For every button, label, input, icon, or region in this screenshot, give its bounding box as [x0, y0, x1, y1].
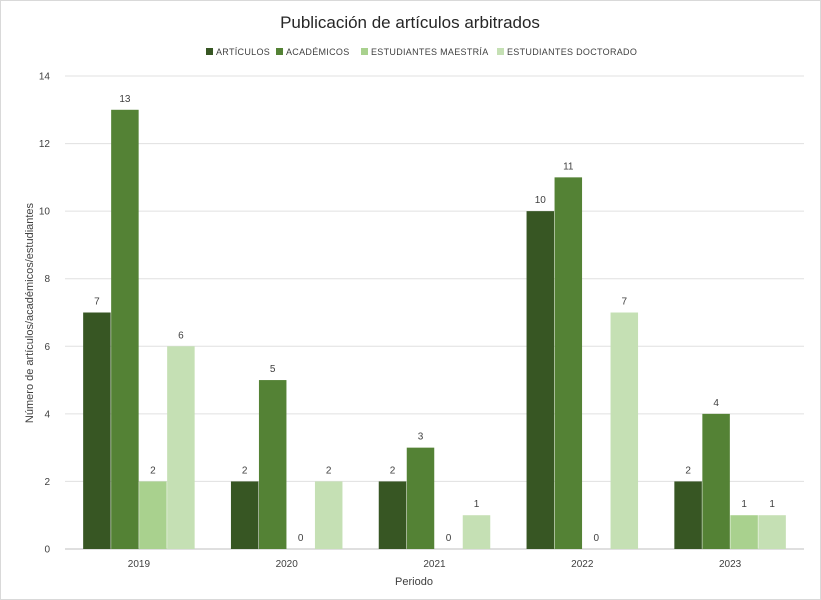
- legend: ARTÍCULOS ACADÉMICOS ESTUDIANTES MAESTRÍA E…: [206, 47, 637, 57]
- data-label: 1: [474, 499, 480, 510]
- y-tick-label: 2: [44, 477, 50, 488]
- x-tick-label: 2022: [571, 559, 594, 570]
- bar: [139, 481, 167, 549]
- legend-swatch: [276, 48, 283, 55]
- x-tick-label: 2023: [719, 559, 742, 570]
- data-label: 3: [418, 432, 424, 443]
- bar: [730, 515, 758, 549]
- bar: [167, 346, 195, 549]
- data-label: 0: [298, 533, 304, 544]
- bar: [314, 481, 343, 549]
- data-label: 5: [270, 364, 276, 375]
- legend-swatch: [497, 48, 504, 55]
- data-label: 1: [769, 499, 775, 510]
- data-label: 0: [446, 533, 452, 544]
- bar: [554, 177, 583, 549]
- y-tick-label: 14: [39, 72, 51, 83]
- bar: [526, 211, 555, 549]
- data-label: 10: [535, 195, 547, 206]
- data-label: 6: [178, 330, 184, 341]
- data-label: 2: [242, 465, 248, 476]
- y-tick-label: 4: [44, 409, 50, 420]
- data-label: 7: [622, 297, 628, 308]
- bar: [406, 447, 435, 549]
- legend-label: ARTÍCULOS: [216, 47, 270, 57]
- bar: [462, 515, 491, 549]
- bar: [83, 312, 111, 549]
- bar: [702, 413, 730, 549]
- bars: [83, 109, 786, 550]
- x-tick-label: 2019: [128, 559, 151, 570]
- x-axis-ticks: 2019 2020 2021 2022 2023: [128, 559, 742, 570]
- data-label: 1: [741, 499, 747, 510]
- bar: [674, 481, 702, 549]
- bar: [111, 109, 139, 550]
- bar: [610, 312, 639, 549]
- y-tick-label: 6: [44, 342, 50, 353]
- legend-swatch: [206, 48, 213, 55]
- y-tick-label: 10: [39, 207, 51, 218]
- data-label: 0: [594, 533, 600, 544]
- data-label: 13: [119, 94, 131, 105]
- chart-title: Publicación de artículos arbitrados: [280, 13, 540, 32]
- y-tick-label: 12: [39, 139, 51, 150]
- y-axis-ticks: 0 2 4 6 8 10 12 14: [39, 72, 51, 556]
- legend-label: ESTUDIANTES MAESTRÍA: [371, 47, 489, 57]
- legend-label: ACADÉMICOS: [286, 47, 350, 57]
- data-label: 7: [94, 297, 100, 308]
- legend-label: ESTUDIANTES DOCTORADO: [507, 47, 637, 57]
- data-label: 2: [150, 465, 156, 476]
- data-label: 4: [713, 398, 719, 409]
- bar: [758, 515, 786, 549]
- data-label: 11: [563, 161, 574, 172]
- x-axis-label: Periodo: [395, 576, 433, 588]
- x-tick-label: 2020: [276, 559, 299, 570]
- y-tick-label: 0: [44, 545, 50, 556]
- y-tick-label: 8: [44, 274, 50, 285]
- x-tick-label: 2021: [423, 559, 446, 570]
- bar: [378, 481, 407, 549]
- data-label: 2: [326, 465, 332, 476]
- bar: [230, 481, 259, 549]
- y-axis-label: Número de artículos/académicos/estudiant…: [24, 202, 36, 423]
- data-label: 2: [685, 465, 691, 476]
- legend-swatch: [361, 48, 368, 55]
- data-label: 2: [390, 465, 396, 476]
- bar: [258, 380, 287, 549]
